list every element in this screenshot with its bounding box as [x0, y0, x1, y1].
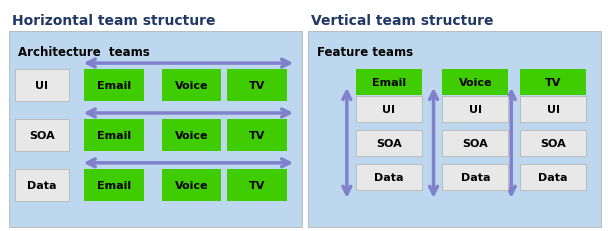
FancyBboxPatch shape — [228, 70, 287, 102]
Text: Email: Email — [371, 78, 406, 88]
Text: TV: TV — [249, 81, 265, 91]
FancyBboxPatch shape — [520, 130, 586, 156]
Text: Data: Data — [539, 172, 568, 182]
Text: Data: Data — [461, 172, 490, 182]
Text: Feature teams: Feature teams — [317, 46, 413, 59]
FancyBboxPatch shape — [520, 97, 586, 122]
Text: UI: UI — [547, 104, 559, 115]
FancyBboxPatch shape — [356, 97, 422, 122]
Text: TV: TV — [545, 78, 561, 88]
FancyBboxPatch shape — [520, 70, 586, 96]
FancyBboxPatch shape — [15, 119, 69, 151]
FancyBboxPatch shape — [84, 119, 143, 151]
Text: Vertical team structure: Vertical team structure — [311, 14, 493, 28]
FancyBboxPatch shape — [442, 97, 508, 122]
FancyBboxPatch shape — [84, 70, 143, 102]
FancyBboxPatch shape — [15, 169, 69, 201]
Text: Voice: Voice — [174, 130, 208, 140]
Text: Email: Email — [96, 180, 131, 190]
FancyBboxPatch shape — [228, 169, 287, 201]
FancyBboxPatch shape — [356, 70, 422, 96]
Text: SOA: SOA — [540, 138, 566, 148]
Text: UI: UI — [35, 81, 48, 91]
Text: UI: UI — [382, 104, 395, 115]
Text: Email: Email — [96, 130, 131, 140]
Text: SOA: SOA — [376, 138, 401, 148]
FancyBboxPatch shape — [162, 169, 221, 201]
FancyBboxPatch shape — [442, 164, 508, 190]
Text: Voice: Voice — [459, 78, 492, 88]
FancyBboxPatch shape — [162, 70, 221, 102]
FancyBboxPatch shape — [9, 32, 302, 227]
Text: TV: TV — [249, 180, 265, 190]
Text: Voice: Voice — [174, 180, 208, 190]
Text: Email: Email — [96, 81, 131, 91]
FancyBboxPatch shape — [356, 164, 422, 190]
Text: Architecture  teams: Architecture teams — [18, 46, 150, 59]
Text: UI: UI — [469, 104, 482, 115]
FancyBboxPatch shape — [84, 169, 143, 201]
Text: Horizontal team structure: Horizontal team structure — [12, 14, 215, 28]
FancyBboxPatch shape — [356, 130, 422, 156]
FancyBboxPatch shape — [442, 70, 508, 96]
FancyBboxPatch shape — [308, 32, 601, 227]
Text: SOA: SOA — [462, 138, 488, 148]
FancyBboxPatch shape — [228, 119, 287, 151]
Text: Data: Data — [374, 172, 403, 182]
FancyBboxPatch shape — [520, 164, 586, 190]
Text: Voice: Voice — [174, 81, 208, 91]
Text: TV: TV — [249, 130, 265, 140]
Text: Data: Data — [27, 180, 57, 190]
FancyBboxPatch shape — [442, 130, 508, 156]
Text: SOA: SOA — [29, 130, 55, 140]
FancyBboxPatch shape — [15, 70, 69, 102]
FancyBboxPatch shape — [162, 119, 221, 151]
